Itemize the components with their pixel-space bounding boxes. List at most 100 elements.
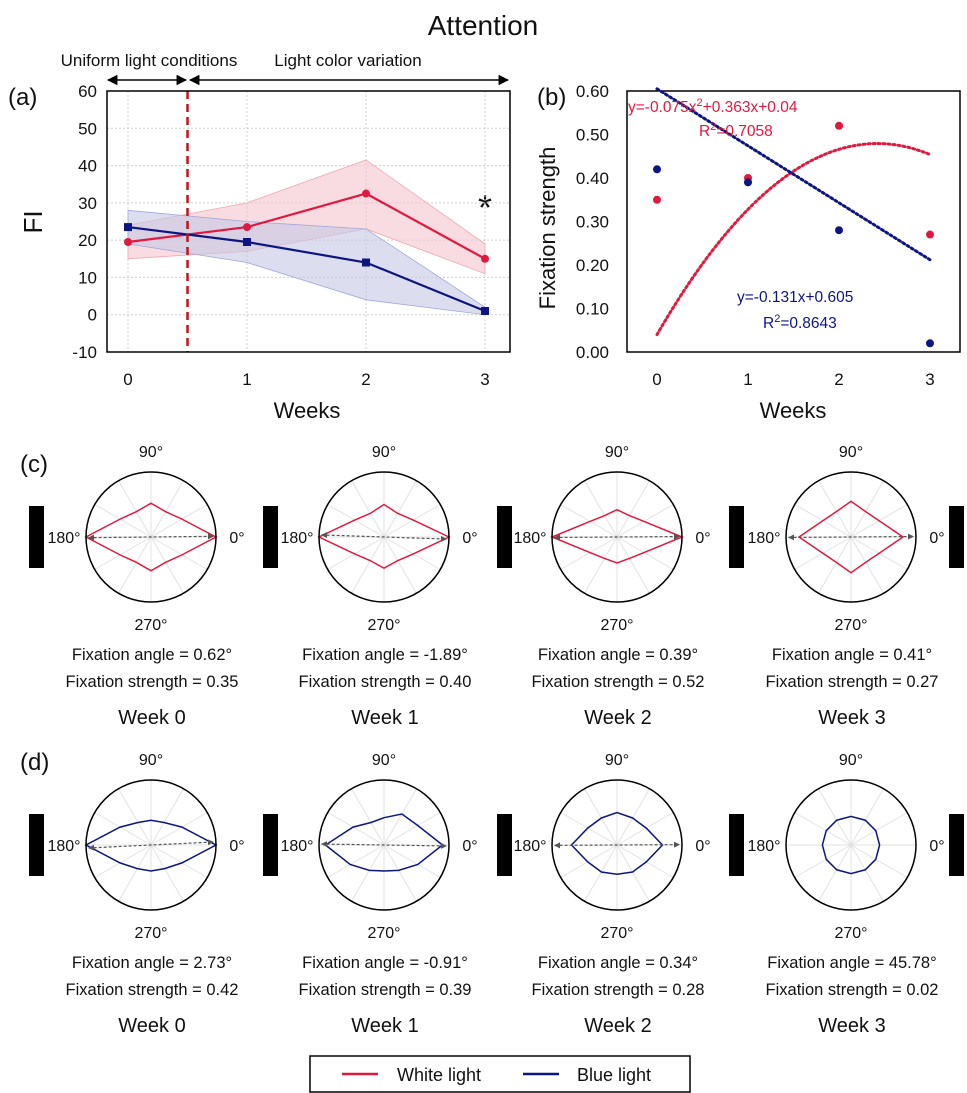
- polar-spoke: [150, 788, 184, 846]
- polar-spoke: [560, 844, 618, 878]
- angle-label-270: 270°: [134, 925, 167, 942]
- angle-label-90: 90°: [839, 752, 863, 769]
- polar-spoke: [118, 536, 152, 594]
- angle-label-180: 180°: [280, 530, 313, 547]
- polar-plot: 90° 180° 0° 270° Fixation angle = 0.41° Fixat…: [747, 444, 944, 729]
- polar-spoke: [150, 536, 184, 594]
- angle-label-270: 270°: [134, 617, 167, 634]
- polar-spoke: [150, 812, 208, 846]
- angle-label-180: 180°: [513, 838, 546, 855]
- angle-label-270: 270°: [834, 925, 867, 942]
- fixation-strength-text: Fixation strength = 0.28: [532, 981, 705, 999]
- polar-spoke: [94, 812, 152, 846]
- fixation-angle-text: Fixation angle = 2.73°: [72, 954, 232, 972]
- data-point: [653, 195, 661, 204]
- polar-spoke: [818, 788, 852, 846]
- data-point: [362, 258, 370, 267]
- polar-spoke: [794, 812, 852, 846]
- screen-bar: [729, 506, 744, 568]
- polar-frame: [785, 779, 917, 911]
- angle-label-0: 0°: [462, 530, 477, 547]
- polar-plot: 90° 180° 0° 270° Fixation angle = 2.73° Fixat…: [47, 752, 244, 1037]
- fixation-angle-text: Fixation angle = 0.41°: [772, 646, 932, 664]
- polar-spoke: [850, 536, 884, 594]
- polar-spoke: [794, 844, 852, 878]
- angle-label-180: 180°: [47, 530, 80, 547]
- y-tick-label: 0.20: [576, 256, 609, 275]
- polar-spoke: [818, 844, 852, 902]
- fixation-arrow: [321, 841, 447, 849]
- polar-spoke: [383, 844, 417, 902]
- polar-spoke: [616, 844, 674, 878]
- angle-label-90: 90°: [139, 444, 163, 461]
- fixation-strength-text: Fixation strength = 0.42: [66, 981, 239, 999]
- polar-spoke: [327, 504, 385, 538]
- polar-frame: [318, 471, 450, 603]
- y-tick-label: 20: [78, 231, 97, 250]
- y-tick-label: 50: [78, 119, 97, 138]
- y-tick-label: 0.50: [576, 126, 609, 145]
- week-label: Week 3: [818, 707, 885, 729]
- x-tick-label: 0: [123, 370, 132, 389]
- angle-label-180: 180°: [747, 838, 780, 855]
- panel-b: (b) Fixation strength Weeks 0.00 0.10 0.20…: [535, 82, 961, 423]
- x-tick-label: 2: [361, 370, 370, 389]
- polar-spoke: [616, 536, 674, 570]
- polar-plot: 90° 180° 0° 270° Fixation angle = -0.91° Fixa…: [280, 752, 477, 1037]
- week-label: Week 3: [818, 1015, 885, 1037]
- week-label: Week 2: [584, 707, 651, 729]
- angle-label-0: 0°: [229, 530, 244, 547]
- fixation-strength-text: Fixation strength = 0.39: [299, 981, 472, 999]
- screen-bar: [949, 814, 964, 876]
- week-label: Week 1: [351, 1015, 418, 1037]
- blue-trendline: [655, 87, 932, 262]
- screen-bar: [29, 506, 44, 568]
- polar-plot: 90° 180° 0° 270° Fixation angle = 45.78° Fixa…: [747, 752, 944, 1037]
- x-tick-label: 1: [743, 370, 752, 389]
- data-point: [481, 254, 489, 263]
- polar-spoke: [327, 844, 385, 878]
- polar-spoke: [327, 536, 385, 570]
- fixation-strength-text: Fixation strength = 0.27: [766, 673, 939, 691]
- data-point: [835, 121, 843, 130]
- data-point: [362, 189, 370, 198]
- polar-spoke: [383, 480, 417, 538]
- y-tick-label: 10: [78, 268, 97, 287]
- fixation-angle-text: Fixation angle = 0.34°: [538, 954, 698, 972]
- x-tick-label: 2: [834, 370, 843, 389]
- polar-spoke: [351, 844, 385, 902]
- fixation-angle-text: Fixation angle = 0.39°: [538, 646, 698, 664]
- data-point: [653, 165, 661, 174]
- polar-spoke: [616, 480, 650, 538]
- panel-a-ylabel: FI: [18, 210, 48, 233]
- angle-label-90: 90°: [372, 444, 396, 461]
- polar-frame: [785, 471, 917, 603]
- panel-a-label: (a): [8, 84, 37, 111]
- polar-spoke: [327, 812, 385, 846]
- fixation-strength-text: Fixation strength = 0.35: [66, 673, 239, 691]
- polar-spoke: [850, 812, 908, 846]
- polar-spoke: [616, 812, 674, 846]
- angle-label-0: 0°: [929, 838, 944, 855]
- screen-bar: [497, 506, 512, 568]
- polar-spoke: [94, 844, 152, 878]
- legend-blue-label: Blue light: [577, 1065, 651, 1085]
- week-label: Week 0: [118, 1015, 185, 1037]
- polar-spoke: [118, 480, 152, 538]
- polar-spoke: [584, 480, 618, 538]
- screen-bar: [497, 814, 512, 876]
- polar-spoke: [351, 788, 385, 846]
- screen-bar: [263, 814, 278, 876]
- data-point: [926, 230, 934, 239]
- fixation-angle-text: Fixation angle = -0.91°: [302, 954, 468, 972]
- panel-a: (a) FI Weeks Uniform light conditions Li…: [8, 51, 511, 423]
- polar-frame: [85, 779, 217, 911]
- polar-spoke: [616, 844, 650, 902]
- angle-label-90: 90°: [605, 444, 629, 461]
- polar-spoke: [616, 788, 650, 846]
- polar-spoke: [616, 536, 650, 594]
- x-tick-label: 0: [652, 370, 661, 389]
- angle-label-0: 0°: [695, 838, 710, 855]
- polar-spoke: [351, 480, 385, 538]
- blue-fit-equation: y=-0.131x+0.605: [737, 289, 853, 306]
